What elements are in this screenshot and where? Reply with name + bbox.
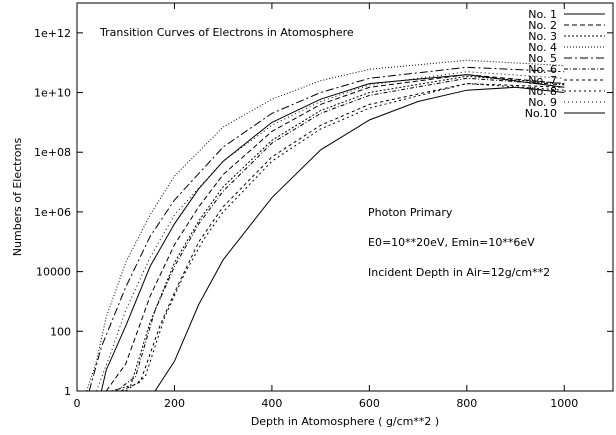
x-tick-label: 200 [164, 397, 185, 410]
series-line [100, 74, 565, 392]
legend-label: No.10 [525, 107, 557, 120]
y-tick-label: 1 [64, 385, 71, 398]
series-line [86, 59, 565, 392]
x-axis-label: Depth in Atomosphere ( g/cm**2 ) [251, 415, 439, 428]
y-tick-label: 1e+06 [34, 206, 71, 219]
x-tick-label: 600 [359, 397, 380, 410]
series-line [120, 83, 565, 392]
y-tick-label: 1e+08 [34, 146, 71, 159]
legend-label: No. 8 [528, 85, 557, 98]
series-line [96, 71, 565, 392]
series-line [105, 74, 565, 392]
legend-label: No. 7 [528, 74, 557, 87]
legend-label: No. 5 [528, 52, 557, 65]
y-tick-label: 1e+12 [34, 27, 71, 40]
series-lines [86, 59, 565, 392]
series-line [115, 77, 565, 392]
legend-label: No. 2 [528, 19, 557, 32]
series-line [88, 66, 565, 392]
legend-label: No. 3 [528, 30, 557, 43]
x-tick-label: 1000 [550, 397, 578, 410]
series-line [125, 83, 565, 392]
series-line [110, 75, 565, 392]
annotation-incident-depth: Incident Depth in Air=12g/cm**2 [368, 266, 550, 279]
annotation-energy: E0=10**20eV, Emin=10**6eV [368, 236, 535, 249]
y-axis-label: Numbers of Electrons [11, 138, 24, 257]
y-tick-label: 10000 [36, 266, 71, 279]
series-line [106, 86, 565, 392]
plot-frame [76, 2, 614, 392]
y-tick-label: 100 [50, 325, 71, 338]
x-tick-label: 800 [456, 397, 477, 410]
y-axis-ticks: 1 100 10000 1e+06 1e+08 1e+10 1e+12 [34, 27, 613, 398]
annotation-primary: Photon Primary [368, 206, 453, 219]
y-tick-label: 1e+10 [34, 87, 71, 100]
chart-title: Transition Curves of Electrons in Atomos… [99, 26, 354, 39]
legend-label: No. 6 [528, 63, 557, 76]
legend-label: No. 9 [528, 96, 557, 109]
legend-label: No. 1 [528, 8, 557, 21]
x-axis-ticks: 0 200 400 600 800 1000 [74, 3, 578, 410]
legend-label: No. 4 [528, 41, 557, 54]
x-tick-label: 0 [74, 397, 81, 410]
x-tick-label: 400 [261, 397, 282, 410]
legend: No. 1No. 2No. 3No. 4No. 5No. 6No. 7No. 8… [525, 8, 605, 120]
